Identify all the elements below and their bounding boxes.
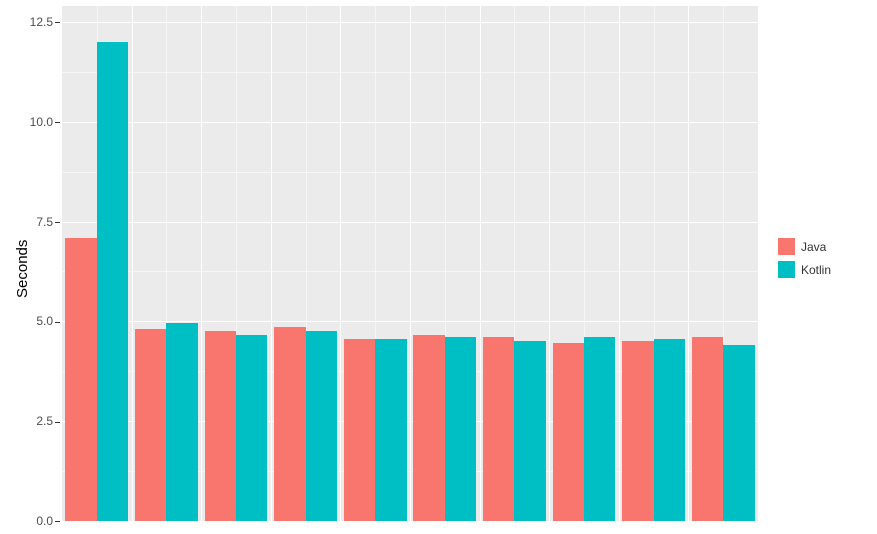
legend-swatch <box>778 261 795 278</box>
bar-java <box>274 327 305 521</box>
bar-java <box>344 339 375 521</box>
bar-kotlin <box>236 335 267 521</box>
legend-swatch <box>778 238 795 255</box>
gridline-v-major <box>271 6 272 521</box>
legend-label: Java <box>801 240 826 254</box>
bar-java <box>413 335 444 521</box>
y-tick-label: 2.5 <box>36 414 60 428</box>
y-axis-ticks: 0.0 2.5 5.0 7.5 10.0 12.5 <box>0 0 60 534</box>
y-tick-label: 10.0 <box>30 115 60 129</box>
bar-kotlin <box>654 339 685 521</box>
gridline-v-major <box>340 6 341 521</box>
bar-java <box>553 343 584 521</box>
y-tick-label: 7.5 <box>36 215 60 229</box>
bar-kotlin <box>514 341 545 521</box>
y-tick-label: 5.0 <box>36 314 60 328</box>
legend-item: Kotlin <box>778 261 831 278</box>
y-tick-label: 12.5 <box>30 15 60 29</box>
plot-panel <box>62 6 758 521</box>
bar-kotlin <box>97 42 128 521</box>
legend: Java Kotlin <box>778 238 831 278</box>
gridline-h-major <box>62 521 758 522</box>
bar-java <box>65 238 96 521</box>
gridline-v-major <box>480 6 481 521</box>
gridline-v-major <box>410 6 411 521</box>
bar-kotlin <box>306 331 337 521</box>
gridline-v-major <box>549 6 550 521</box>
gridline-v-major <box>619 6 620 521</box>
bar-java <box>135 329 166 521</box>
bar-kotlin <box>375 339 406 521</box>
bar-kotlin <box>445 337 476 521</box>
bar-java <box>622 341 653 521</box>
gridline-v-major <box>132 6 133 521</box>
gridline-v-major <box>201 6 202 521</box>
y-tick-label: 0.0 <box>36 514 60 528</box>
bar-chart: Seconds 0.02.55.07.510.012.5 JavaKotlin <box>0 0 877 534</box>
bar-kotlin <box>584 337 615 521</box>
bar-java <box>483 337 514 521</box>
legend-label: Kotlin <box>801 263 831 277</box>
bar-kotlin <box>166 323 197 521</box>
bar-java <box>205 331 236 521</box>
gridline-v-major <box>688 6 689 521</box>
legend-item: Java <box>778 238 831 255</box>
bar-java <box>692 337 723 521</box>
bar-kotlin <box>723 345 754 521</box>
